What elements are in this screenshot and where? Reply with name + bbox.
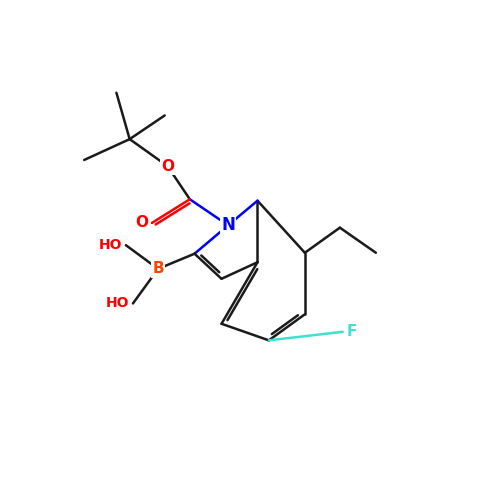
- Text: F: F: [346, 324, 357, 339]
- Text: B: B: [152, 262, 164, 276]
- Text: HO: HO: [106, 297, 129, 310]
- Text: O: O: [135, 216, 148, 230]
- Text: HO: HO: [99, 238, 122, 252]
- Text: O: O: [161, 159, 174, 173]
- Text: N: N: [221, 217, 235, 234]
